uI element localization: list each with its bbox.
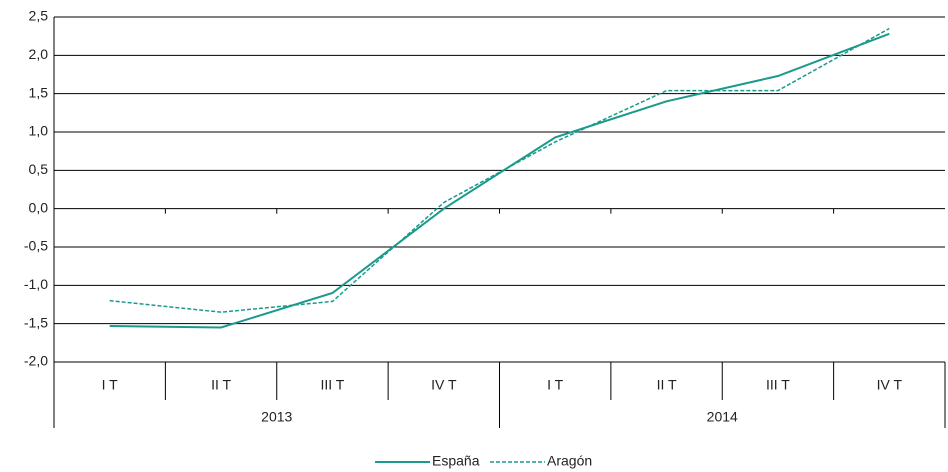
y-tick-label: -0,5: [24, 238, 48, 254]
x-tick-label: II T: [657, 377, 677, 393]
x-tick-label: IV T: [877, 377, 903, 393]
y-tick-label: -2,0: [24, 353, 48, 369]
group-label: 2013: [261, 409, 292, 425]
series-line: [109, 27, 890, 313]
y-tick-label: 0,0: [29, 199, 49, 215]
y-tick-label: 0,5: [29, 161, 49, 177]
legend-label: Aragón: [547, 453, 592, 469]
y-tick-label: -1,0: [24, 276, 48, 292]
x-tick-label: III T: [321, 377, 345, 393]
x-tick-label: III T: [766, 377, 790, 393]
legend-label: España: [432, 453, 480, 469]
group-label: 2014: [707, 409, 738, 425]
y-tick-label: 1,0: [29, 123, 49, 139]
y-tick-label: 2,0: [29, 46, 49, 62]
y-tick-label: -1,5: [24, 314, 48, 330]
y-tick-label: 1,5: [29, 84, 49, 100]
x-tick-label: I T: [102, 377, 119, 393]
y-tick-label: 2,5: [29, 8, 49, 24]
series-line: [109, 32, 890, 329]
x-tick-label: II T: [211, 377, 231, 393]
x-tick-label: IV T: [431, 377, 457, 393]
x-tick-label: I T: [547, 377, 564, 393]
